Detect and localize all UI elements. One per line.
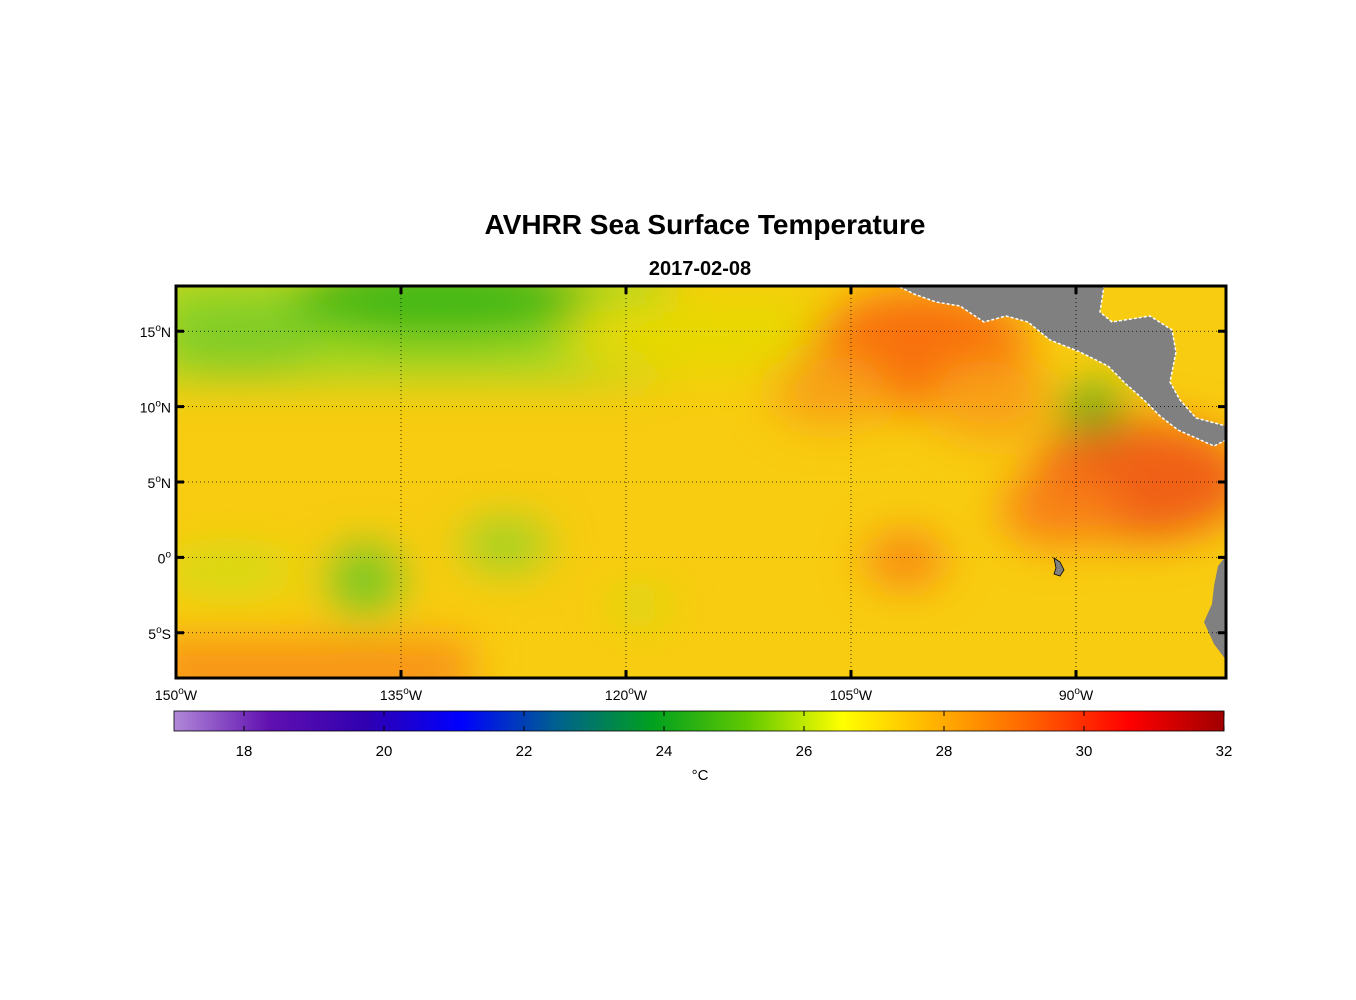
sst-cool-core	[290, 286, 590, 340]
sst-cool-core	[176, 300, 320, 370]
map-tick-labels: 150oW 135oW 120oW 105oW 90oW 15oN 10oN 5oN 0o 5oS	[140, 323, 1094, 703]
sst-warm-area	[770, 355, 890, 425]
sst-cool-spot	[1060, 388, 1124, 432]
sst-cool-patch	[330, 545, 400, 615]
colorbar-ticks: 18 20 22 24 26 28 30 32	[236, 711, 1233, 760]
chart-subtitle: 2017-02-08	[649, 258, 751, 280]
colorbar-unit: °C	[692, 767, 709, 784]
colorbar-tick-label: 24	[656, 743, 673, 760]
colorbar-tick-label: 20	[376, 743, 393, 760]
lon-tick-label: 120oW	[605, 686, 648, 703]
map-ticks	[174, 286, 1226, 678]
sst-cool-patch	[176, 552, 300, 588]
colorbar-tick-label: 30	[1076, 743, 1093, 760]
sst-warm-area	[930, 360, 1050, 440]
colorbar-tick-label: 28	[936, 743, 953, 760]
lon-tick-label: 90oW	[1059, 686, 1094, 703]
sst-warm-strip	[176, 640, 470, 678]
land-galapagos	[1053, 557, 1065, 577]
colorbar-scale	[173, 710, 1225, 732]
colorbar-tick-label: 18	[236, 743, 253, 760]
lat-tick-label: 5oN	[148, 474, 171, 491]
colorbar-tick-label: 22	[516, 743, 533, 760]
sst-cool-patch	[460, 520, 550, 570]
lat-tick-label: 10oN	[140, 399, 171, 416]
map-gridlines	[176, 286, 1226, 678]
lon-tick-label: 135oW	[380, 686, 423, 703]
sst-field	[176, 286, 1226, 678]
colorbar-tick-label: 26	[796, 743, 813, 760]
lat-tick-label: 0o	[158, 549, 172, 566]
sst-map: 150oW 135oW 120oW 105oW 90oW 15oN 10oN 5oN 0o 5oS	[140, 284, 1228, 703]
sst-cool-patch	[610, 591, 670, 619]
lon-tick-label: 150oW	[155, 686, 198, 703]
colorbar: 18 20 22 24 26 28 30 32 °C	[173, 710, 1233, 784]
lat-tick-label: 5oS	[148, 625, 171, 642]
sst-warm-area	[1000, 475, 1120, 545]
sst-cool-transition	[560, 295, 880, 375]
lat-tick-label: 15oN	[140, 323, 171, 340]
sst-warm-area	[865, 535, 945, 585]
chart-title: AVHRR Sea Surface Temperature	[485, 209, 926, 240]
lon-tick-label: 105oW	[830, 686, 873, 703]
land-mexico-central-america	[897, 286, 1226, 447]
colorbar-tick-label: 32	[1216, 743, 1233, 760]
